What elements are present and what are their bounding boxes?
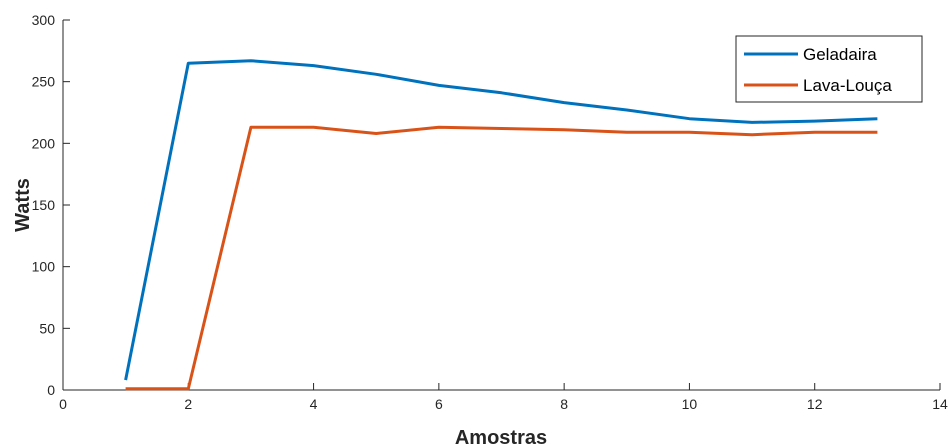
x-tick-label: 14 <box>932 396 948 412</box>
y-axis-title: Watts <box>12 178 34 232</box>
x-tick-label: 12 <box>807 396 823 412</box>
x-tick-label: 4 <box>310 396 318 412</box>
series-line-lava-louca <box>125 125 878 391</box>
y-tick-label: 0 <box>47 382 55 398</box>
series-lines <box>124 59 878 391</box>
legend-label-geladaira: Geladaira <box>803 45 877 64</box>
x-tick-label: 2 <box>184 396 192 412</box>
x-tick-label: 0 <box>59 396 67 412</box>
legend-label-lava-louca: Lava-Louça <box>803 76 892 95</box>
y-tick-label: 100 <box>32 259 56 275</box>
x-tick-label: 8 <box>560 396 568 412</box>
legend: Geladaira Lava-Louça <box>735 35 923 103</box>
axes: 0 2 4 6 8 10 12 14 0 50 100 150 200 250 300 <box>32 12 948 412</box>
x-tick-label: 10 <box>682 396 698 412</box>
y-tick-label: 50 <box>39 320 55 336</box>
y-tick-label: 250 <box>32 74 56 90</box>
x-axis-title: Amostras <box>455 427 547 448</box>
x-tick-label: 6 <box>435 396 443 412</box>
series-line-geladaira <box>124 59 878 381</box>
y-tick-label: 150 <box>32 197 56 213</box>
y-tick-label: 200 <box>32 135 56 151</box>
y-tick-label: 300 <box>32 12 56 28</box>
legend-box <box>735 35 923 103</box>
